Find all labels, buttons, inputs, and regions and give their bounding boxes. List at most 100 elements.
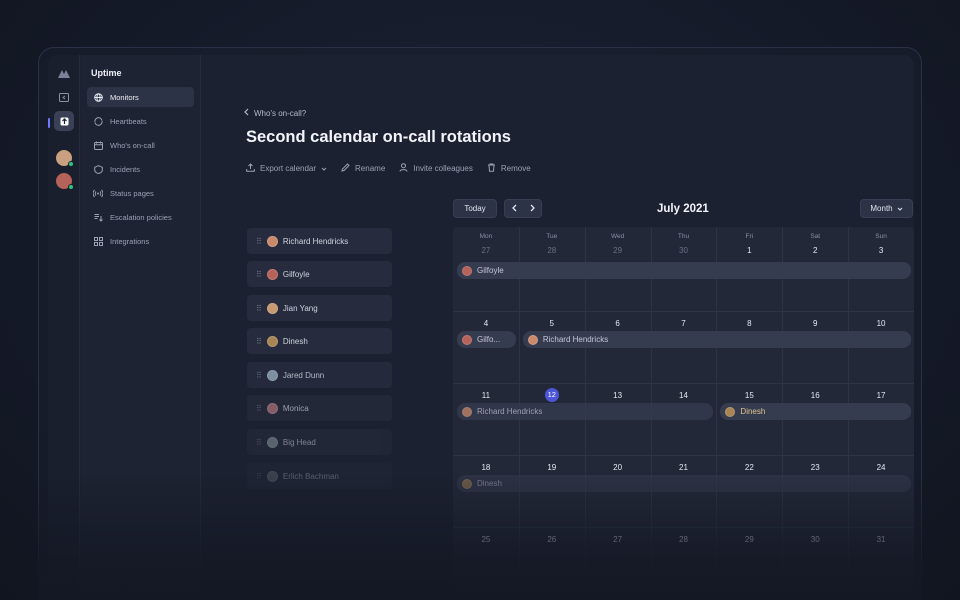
sidebar-item-label: Integrations	[110, 236, 150, 246]
rotation-event[interactable]: Gilfoyle	[457, 262, 911, 279]
day-cell-number[interactable]: 29	[744, 535, 754, 544]
sidebar-item-escalation-policies[interactable]: Escalation policies	[87, 207, 194, 227]
collapse-sidebar-icon[interactable]	[54, 87, 74, 107]
day-cell-number[interactable]: 17	[876, 391, 886, 400]
rotation-person-row[interactable]: ⠿ Gilfoyle	[247, 261, 392, 287]
drag-handle-icon[interactable]: ⠿	[256, 471, 262, 481]
pencil-icon	[341, 163, 350, 174]
day-cell-number[interactable]: 20	[613, 463, 623, 472]
day-cell-number[interactable]: 26	[547, 535, 557, 544]
sidebar-item-status-pages[interactable]: Status pages	[87, 183, 194, 203]
rename-button[interactable]: Rename	[341, 163, 385, 174]
day-cell-number[interactable]: 25	[481, 535, 491, 544]
day-cell-number[interactable]: 31	[876, 535, 886, 544]
rotation-event[interactable]: Dinesh	[457, 475, 911, 492]
grid-week-line	[453, 455, 914, 456]
uptime-app-icon[interactable]	[54, 111, 74, 131]
rotation-person-row[interactable]: ⠿ Richard Hendricks	[247, 228, 392, 254]
day-cell-number[interactable]: 30	[810, 535, 820, 544]
drag-handle-icon[interactable]: ⠿	[256, 403, 262, 413]
drag-handle-icon[interactable]: ⠿	[256, 303, 262, 313]
calendar-grid: Mon Tue Wed Thu Fri Sat Sun 27 28 29 30 1 2 3 4 5 6 7 8 9 10…	[453, 227, 914, 585]
rotation-person-row[interactable]: ⠿ Erlich Bachman	[247, 463, 392, 489]
day-cell-number[interactable]: 13	[613, 391, 623, 400]
person-name: Monica	[282, 403, 309, 413]
day-cell-number[interactable]: 5	[549, 319, 554, 328]
day-cell-number[interactable]: 28	[679, 535, 688, 544]
user-avatar-2[interactable]	[56, 173, 74, 190]
day-cell-number[interactable]: 8	[747, 319, 752, 328]
back-link-label: Who's on-call?	[254, 108, 307, 118]
day-cell-number[interactable]: 14	[679, 391, 688, 400]
logo-icon[interactable]	[54, 63, 74, 83]
sidebar-item-label: Who's on-call	[110, 140, 155, 150]
grid-icon	[93, 236, 103, 246]
rotation-person-row[interactable]: ⠿ Big Head	[247, 429, 392, 455]
avatar	[462, 265, 472, 276]
action-bar: Export calendar Rename Invite colleagues…	[246, 163, 531, 174]
day-cell-number[interactable]: 11	[481, 391, 491, 400]
sidebar-item-incidents[interactable]: Incidents	[87, 159, 194, 179]
upload-icon	[246, 163, 255, 174]
day-cell-number[interactable]: 9	[812, 319, 818, 328]
rotation-person-row[interactable]: ⠿ Jared Dunn	[247, 362, 392, 388]
today-button[interactable]: Today	[453, 199, 497, 218]
avatar	[266, 369, 278, 381]
rotation-event[interactable]: Richard Hendricks	[457, 403, 714, 420]
sidebar-item-label: Heartbeats	[110, 116, 147, 126]
day-cell-number[interactable]: 12	[519, 388, 585, 402]
sidebar-item-heartbeats[interactable]: Heartbeats	[87, 111, 194, 131]
rotation-person-row[interactable]: ⠿ Monica	[247, 395, 392, 421]
day-cell-number[interactable]: 3	[878, 246, 884, 255]
invite-colleagues-button[interactable]: Invite colleagues	[399, 163, 473, 174]
sidebar-item-monitors[interactable]: Monitors	[87, 87, 194, 107]
user-avatar-1[interactable]	[56, 150, 74, 167]
month-nav-buttons	[504, 199, 542, 218]
rotation-event[interactable]: Gilfo...	[457, 331, 516, 348]
day-cell-number[interactable]: 16	[810, 391, 820, 400]
drag-handle-icon[interactable]: ⠿	[256, 269, 262, 279]
day-cell-number[interactable]: 2	[812, 246, 818, 255]
day-cell-number[interactable]: 15	[744, 391, 754, 400]
active-indicator	[48, 118, 50, 128]
drag-handle-icon[interactable]: ⠿	[256, 370, 262, 380]
sidebar-item-label: Status pages	[110, 188, 154, 198]
remove-button[interactable]: Remove	[487, 163, 531, 174]
event-label: Richard Hendricks	[542, 335, 609, 344]
person-name: Dinesh	[282, 336, 308, 346]
day-cell-number[interactable]: 29	[613, 246, 623, 255]
day-cell-number[interactable]: 10	[876, 319, 886, 328]
back-link[interactable]: Who's on-call?	[244, 108, 306, 118]
drag-handle-icon[interactable]: ⠿	[256, 437, 262, 447]
rotation-event[interactable]: Richard Hendricks	[522, 331, 911, 348]
grid-week-line	[453, 383, 914, 384]
day-cell-number[interactable]: 21	[679, 463, 688, 472]
day-cell-number[interactable]: 6	[615, 319, 620, 328]
rotation-event[interactable]: Dinesh	[720, 403, 911, 420]
sidebar-item-whos-on-call[interactable]: Who's on-call	[87, 135, 194, 155]
day-cell-number[interactable]: 4	[483, 319, 489, 328]
day-cell-number[interactable]: 27	[613, 535, 623, 544]
day-cell-number[interactable]: 22	[744, 463, 754, 472]
export-calendar-label: Export calendar	[260, 164, 317, 173]
chevron-right-icon[interactable]	[530, 204, 535, 214]
rotation-person-row[interactable]: ⠿ Dinesh	[247, 328, 392, 354]
day-cell-number[interactable]: 18	[481, 463, 491, 472]
export-calendar-button[interactable]: Export calendar	[246, 163, 327, 174]
brand-name: Uptime	[91, 68, 122, 78]
drag-handle-icon[interactable]: ⠿	[256, 236, 262, 246]
day-cell-number[interactable]: 19	[547, 463, 557, 472]
sidebar-item-integrations[interactable]: Integrations	[87, 231, 194, 251]
view-select[interactable]: Month	[860, 199, 913, 218]
day-cell-number[interactable]: 23	[810, 463, 820, 472]
chevron-left-icon[interactable]	[511, 204, 517, 214]
day-cell-number[interactable]: 30	[679, 246, 688, 255]
rotation-person-row[interactable]: ⠿ Jian Yang	[247, 295, 392, 321]
day-cell-number[interactable]: 24	[876, 463, 886, 472]
day-cell-number[interactable]: 1	[747, 246, 752, 255]
day-cell-number[interactable]: 7	[681, 319, 686, 328]
drag-handle-icon[interactable]: ⠿	[256, 336, 262, 346]
avatar	[462, 406, 472, 417]
day-cell-number[interactable]: 27	[481, 246, 491, 255]
day-cell-number[interactable]: 28	[547, 246, 557, 255]
